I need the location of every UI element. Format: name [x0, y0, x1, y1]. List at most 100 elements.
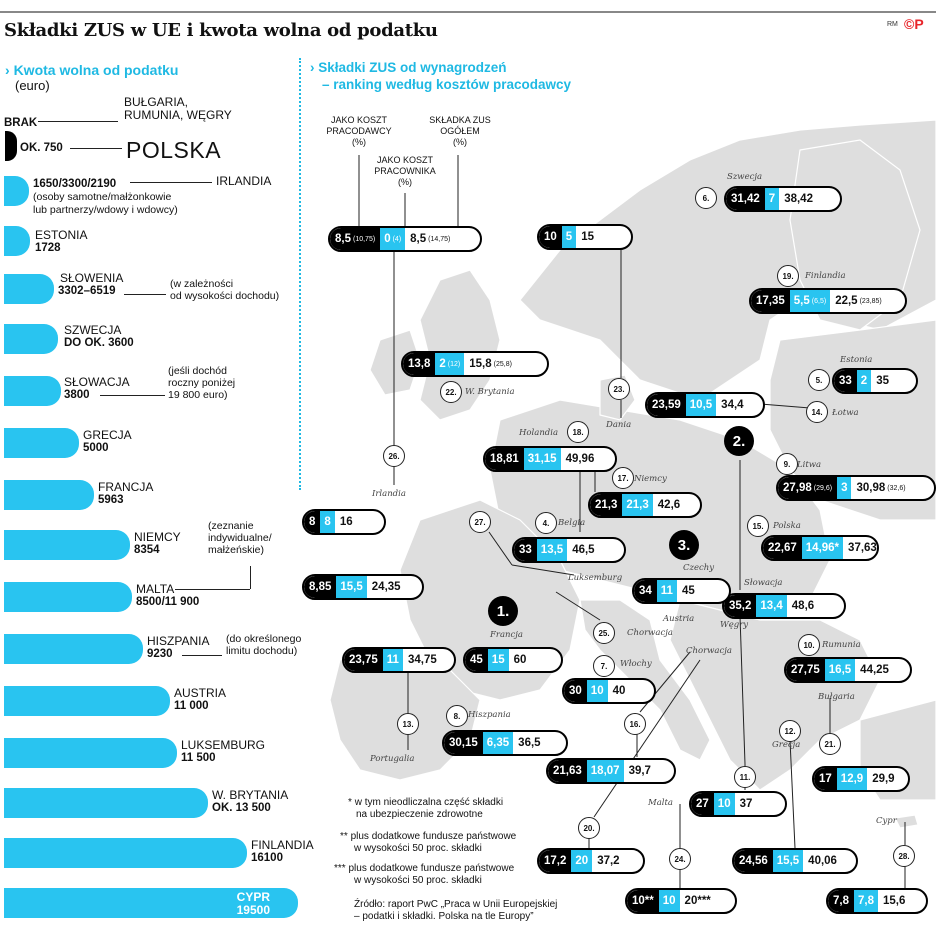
bar-country-name: MALTA [136, 582, 175, 596]
total-share: 44,25 [860, 664, 889, 676]
polska-value: OK. 750 [20, 142, 63, 154]
employee-share: 12,9 [836, 768, 868, 790]
total-share: 36,5 [518, 737, 541, 749]
cyprus-shape [894, 814, 919, 829]
country-name: Estonia [840, 355, 873, 365]
employer-share: 21,63 [548, 760, 587, 782]
country-name: Polska [773, 521, 801, 531]
rank-badge: 15. [747, 515, 769, 537]
employer-share: 30,15 [444, 732, 483, 754]
employee-share: 7,8 [854, 890, 878, 912]
rank-badge: 28. [893, 845, 915, 867]
employer-share: 27,75 [786, 659, 825, 681]
employee-share: 10 [658, 890, 680, 912]
employer-share: 8,85 [304, 576, 337, 598]
pill-estonia: 33 2 35 [832, 368, 918, 394]
country-name: Niemcy [634, 474, 667, 484]
bar-value: OK. 13 500 [212, 802, 271, 814]
col-head-employer: JAKO KOSZT PRACODAWCY (%) [326, 115, 392, 147]
bar-country-name: LUKSEMBURG [181, 738, 266, 752]
bar-słowenia [4, 274, 54, 304]
employer-share: 30 [564, 680, 587, 702]
bar-label: AUSTRIA 11 000 [174, 687, 226, 713]
pill-belgia: 33 13,5 46,5 [512, 537, 626, 563]
country-name: Malta [648, 798, 673, 808]
bar-label: HISZPANIA 9230 [147, 635, 209, 661]
employee-share: 11 [656, 580, 677, 602]
pill-łotwa: 23,59 10,5 34,4 [645, 392, 765, 418]
employee-share: 16,5 [824, 659, 856, 681]
rank-badge: 17. [612, 467, 634, 489]
footnote-1: * w tym nieodliczalna część składki na ub… [348, 797, 504, 820]
employer-share: 23,59 [647, 394, 686, 416]
bar-finlandia [4, 838, 247, 868]
pill-czechy: 34 11 45 [632, 578, 731, 604]
employee-share: 15,5 [336, 576, 367, 598]
rank-badge: 18. [567, 421, 589, 443]
country-name: Francja [490, 630, 523, 640]
country-name: W. Brytania [465, 387, 515, 397]
country-name: Rumunia [822, 640, 861, 650]
employer-share: 17 [814, 768, 837, 790]
employer-share: 23,75 [344, 649, 383, 671]
total-share: 24,35 [371, 581, 401, 593]
brak-label: BRAK [4, 117, 38, 129]
polska-leader [70, 148, 122, 149]
employee-share: 5,5 (6,5) [789, 290, 831, 312]
pill-dania: 10 5 15 [537, 224, 633, 250]
total-share: 48,6 [791, 600, 815, 612]
rank-1-badge: 1. [488, 596, 518, 626]
country-name: Chorwacja [627, 628, 673, 638]
country-name: Włochy [620, 659, 652, 669]
total-share: 40 [612, 685, 626, 697]
brand-logo: ©P [904, 16, 924, 32]
top-rule [0, 11, 936, 13]
total-share: 37,2 [597, 855, 620, 867]
bar-value: 8500/11 900 [136, 596, 200, 608]
pill-włochy: 30 10 40 [562, 678, 656, 704]
bar-value: 8354 [134, 544, 160, 556]
author-mark: RM [887, 21, 898, 28]
bar-label: SŁOWENIA 3302–6519 [58, 272, 123, 298]
balkans-shape [669, 599, 881, 791]
pill-w-brytania: 13,8 2 (12) 15,8 (25,8) [401, 351, 549, 377]
employer-share: 17,2 [539, 850, 572, 872]
rank-badge: 14. [806, 401, 828, 423]
pill-hiszpania: 30,15 6,35 36,5 [442, 730, 568, 756]
bar-austria [4, 686, 170, 716]
footnote-3: *** plus dodatkowe fundusze państwowe w w… [334, 863, 515, 886]
employer-share: 10** [627, 890, 659, 912]
bar-luksemburg [4, 738, 177, 768]
annotation-leader [175, 589, 250, 590]
bar-słowacja [4, 376, 61, 406]
employer-share: 8 [304, 511, 321, 533]
bar-country-name: AUSTRIA [174, 686, 227, 700]
rank-badge: 16. [624, 713, 646, 735]
rank-badge: 24. [669, 848, 691, 870]
employee-share: 13,4 [756, 595, 787, 617]
pill-cypr: 7,8 7,8 15,6 [826, 888, 928, 914]
country-name: Chorwacja [686, 646, 732, 656]
country-name: Czechy [683, 563, 715, 573]
bar-label: W. BRYTANIA OK. 13 500 [212, 789, 288, 815]
employer-share: 17,35 [751, 290, 790, 312]
bar-country-name: FRANCJA [98, 480, 154, 494]
bar-country-name: HISZPANIA [147, 634, 210, 648]
total-share: 38,42 [784, 193, 813, 205]
pill-portugalia: 23,75 11 34,75 [342, 647, 456, 673]
employer-share: 8,5 (10,75) [330, 228, 381, 250]
bar-label: ESTONIA 1728 [35, 229, 87, 255]
pill-polska: 22,67 14,96* 37,63 [761, 535, 879, 561]
employer-share: 27,98 (29,6) [778, 477, 838, 499]
brak-countries: BUŁGARIA, RUMUNIA, WĘGRY [124, 95, 232, 122]
source-note: Źródło: raport PwC „Praca w Unii Europej… [354, 899, 558, 922]
employee-share: 2 (12) [435, 353, 465, 375]
bar-value: 11 500 [181, 752, 216, 764]
employer-share: 33 [834, 370, 857, 392]
bar-niemcy [4, 530, 130, 560]
employer-share: 13,8 [403, 353, 436, 375]
pill-słowacja: 35,2 13,4 48,6 [722, 593, 846, 619]
bar-country-name: SŁOWENIA [60, 271, 124, 285]
total-share: 16 [339, 516, 353, 528]
